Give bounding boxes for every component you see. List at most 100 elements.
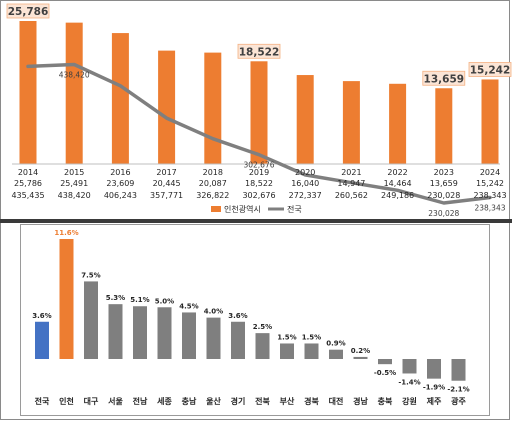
bar-부산 bbox=[280, 343, 294, 359]
table-value-인천: 16,040 bbox=[291, 179, 319, 188]
bar-label-box bbox=[6, 3, 50, 19]
bar-value-label: 4.5% bbox=[179, 302, 198, 310]
bar-value-label: 7.5% bbox=[81, 271, 100, 279]
bar-value-label: 1.5% bbox=[277, 333, 296, 341]
table-value-전국: 230,028 bbox=[427, 191, 460, 200]
x-tick-label: 2020 bbox=[295, 168, 315, 177]
legend-label-line: 전국 bbox=[287, 204, 302, 214]
table-value-인천: 14,947 bbox=[337, 179, 365, 188]
bar-value-label: -1.4% bbox=[398, 378, 420, 386]
bar-2014 bbox=[19, 21, 37, 164]
bar-value-label: -2.1% bbox=[447, 386, 469, 394]
line-series-전국 bbox=[26, 62, 492, 205]
table-value-인천: 25,491 bbox=[60, 179, 88, 188]
category-label: 전북 bbox=[255, 396, 270, 406]
legend-swatch-bar bbox=[211, 206, 221, 212]
x-tick-label: 2019 bbox=[249, 168, 269, 177]
table-value-전국: 406,243 bbox=[104, 191, 137, 200]
bar-2024 bbox=[481, 79, 499, 164]
table-value-전국: 272,337 bbox=[289, 191, 322, 200]
bar-제주 bbox=[427, 359, 441, 379]
table-value-전국: 435,435 bbox=[11, 191, 44, 200]
table-value-전국: 238,343 bbox=[473, 191, 506, 200]
table-value-전국: 302,676 bbox=[242, 191, 275, 200]
bar-value-label: 3.6% bbox=[228, 312, 247, 320]
table-value-전국: 326,822 bbox=[196, 191, 229, 200]
x-tick-label: 2015 bbox=[64, 168, 84, 177]
bar-대전 bbox=[329, 349, 343, 359]
table-value-인천: 18,522 bbox=[245, 179, 273, 188]
bar-광주 bbox=[451, 359, 466, 381]
line-data-label: 238,343 bbox=[474, 204, 505, 213]
table-value-인천: 13,659 bbox=[430, 179, 458, 188]
bar-2017 bbox=[158, 50, 176, 164]
bar-label-box bbox=[422, 70, 466, 86]
x-tick-label: 2017 bbox=[156, 168, 176, 177]
x-tick-label: 2016 bbox=[110, 168, 130, 177]
category-label: 경남 bbox=[353, 396, 368, 406]
category-label: 대전 bbox=[329, 396, 344, 406]
bar-value-label: 4.0% bbox=[204, 308, 223, 316]
table-value-인천: 23,609 bbox=[106, 179, 134, 188]
category-label: 충북 bbox=[378, 396, 393, 406]
table-value-전국: 260,562 bbox=[335, 191, 368, 200]
bar-울산 bbox=[206, 317, 221, 359]
bar-2022 bbox=[389, 83, 407, 164]
category-label: 경북 bbox=[304, 396, 319, 406]
category-label: 강원 bbox=[402, 396, 417, 406]
category-label: 울산 bbox=[206, 396, 221, 406]
bar-2023 bbox=[435, 88, 453, 164]
bar-label-box bbox=[468, 62, 512, 77]
table-value-인천: 20,445 bbox=[153, 179, 181, 188]
table-value-전국: 357,771 bbox=[150, 191, 183, 200]
line-data-label: 438,420 bbox=[59, 70, 90, 79]
bar-경북 bbox=[304, 343, 319, 359]
x-tick-label: 2024 bbox=[480, 168, 500, 177]
bar-2020 bbox=[296, 75, 314, 164]
bar-value-label: 5.3% bbox=[106, 294, 125, 302]
bar-value-label: 3.6% bbox=[32, 312, 51, 320]
bar-서울 bbox=[108, 304, 123, 359]
category-label: 대구 bbox=[84, 396, 99, 406]
table-value-인천: 20,087 bbox=[199, 179, 227, 188]
bar-value-label: 1.5% bbox=[302, 333, 321, 341]
category-label: 광주 bbox=[451, 396, 466, 406]
line-bar-combo-chart: 25,786 18,522 13,659 15,242 438,420 302,676 23… bbox=[6, 3, 512, 218]
category-label: 인천 bbox=[59, 396, 74, 406]
bar-전남 bbox=[133, 306, 147, 359]
x-tick-label: 2018 bbox=[203, 168, 223, 177]
bar-data-label: 25,786 bbox=[8, 6, 49, 18]
line-data-label: 302,676 bbox=[243, 161, 274, 170]
bottom-chart-frame bbox=[20, 224, 490, 416]
table-value-전국: 249,186 bbox=[381, 191, 414, 200]
bar-대구 bbox=[84, 281, 98, 359]
bar-경남 bbox=[353, 356, 368, 359]
section-divider bbox=[0, 219, 512, 223]
table-value-인천: 14,464 bbox=[384, 179, 412, 188]
table-value-인천: 25,786 bbox=[14, 179, 42, 188]
bar-인천 bbox=[59, 239, 74, 359]
bar-세종 bbox=[157, 307, 172, 359]
bar-경기 bbox=[231, 321, 245, 359]
category-label: 부산 bbox=[280, 396, 295, 406]
bar-data-label: 15,242 bbox=[470, 64, 511, 76]
bar-value-label: 0.9% bbox=[326, 340, 345, 348]
bar-2019 bbox=[250, 61, 268, 164]
bar-data-label: 18,522 bbox=[239, 46, 280, 58]
table-value-전국: 438,420 bbox=[58, 191, 91, 200]
x-tick-label: 2022 bbox=[387, 168, 407, 177]
bar-강원 bbox=[402, 359, 417, 374]
bar-충남 bbox=[182, 312, 196, 359]
category-label: 세종 bbox=[157, 396, 172, 406]
category-label: 충남 bbox=[182, 396, 197, 406]
bar-value-label: 5.0% bbox=[155, 297, 174, 305]
x-tick-label: 2023 bbox=[434, 168, 454, 177]
category-label: 전국 bbox=[35, 396, 50, 406]
bar-충북 bbox=[378, 359, 392, 365]
bar-2021 bbox=[342, 81, 360, 164]
x-tick-label: 2014 bbox=[18, 168, 38, 177]
bar-value-label: 11.6% bbox=[54, 229, 78, 237]
bar-2016 bbox=[111, 33, 129, 164]
